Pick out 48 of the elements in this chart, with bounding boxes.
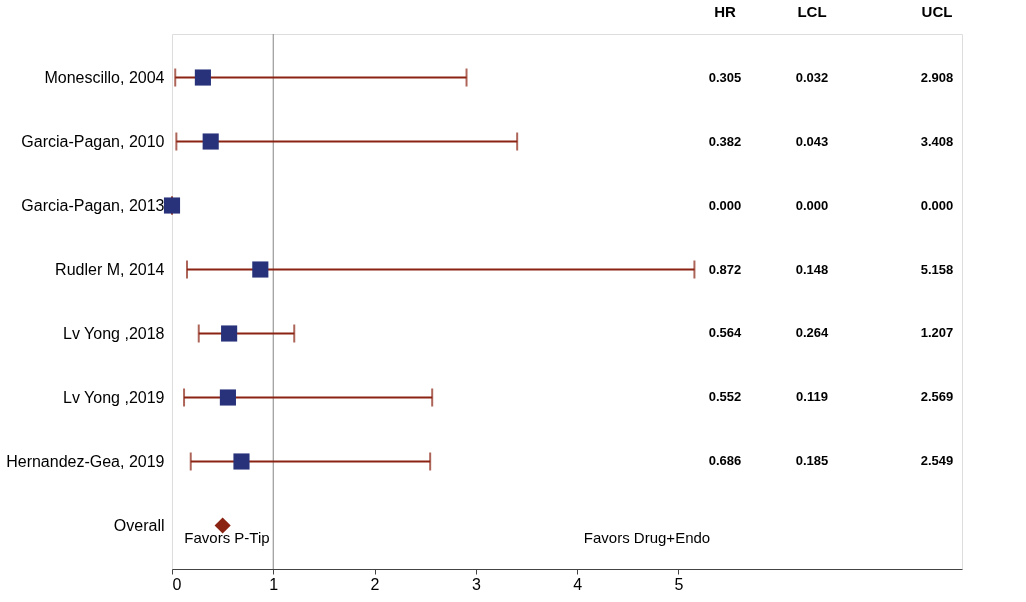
- x-tick-label: 5: [674, 575, 684, 593]
- x-tick-label: 4: [573, 575, 583, 593]
- y-tick-label: Monescillo, 2004: [44, 69, 165, 87]
- point: [194, 69, 211, 86]
- annotation: 0.032: [795, 69, 829, 85]
- annotation: 3.408: [920, 133, 954, 149]
- annotation: 1.207: [920, 325, 954, 341]
- point: [233, 453, 250, 470]
- annotation: 0.686: [708, 453, 742, 469]
- annotation: 0.305: [708, 69, 742, 85]
- annotation: 5.158: [920, 261, 954, 277]
- annotation: 2.569: [920, 389, 954, 405]
- point: [202, 133, 219, 150]
- y-tick-label: Garcia-Pagan, 2010: [21, 133, 165, 151]
- annotation: 0.119: [796, 389, 828, 405]
- y-tick-label: Rudler M, 2014: [55, 261, 165, 278]
- y-tick-label: Garcia-Pagan, 2013: [21, 197, 165, 215]
- y-tick-label: Lv Yong ,2019: [63, 388, 165, 406]
- text: HR: [714, 3, 736, 20]
- text: UCL: [921, 3, 953, 20]
- point: [252, 261, 269, 278]
- x-tick-label: 1: [269, 575, 279, 593]
- x-tick-label: 0: [172, 575, 182, 593]
- annotation: 0.000: [708, 197, 742, 213]
- annotation: 0.185: [795, 453, 829, 469]
- annotation: 0.043: [795, 133, 829, 149]
- annotation: 0.564: [708, 325, 743, 341]
- annotation: 0.148: [795, 261, 829, 277]
- annotation: 0.000: [795, 197, 829, 213]
- annotation: 2.549: [920, 453, 954, 469]
- annotation: 0.000: [920, 197, 954, 213]
- point: [163, 197, 181, 214]
- annotation: Favors Drug+Endo: [583, 529, 711, 546]
- annotation: Favors P-Tip: [184, 529, 270, 546]
- y-tick-label: Hernandez-Gea, 2019: [6, 452, 165, 470]
- text: LCL: [797, 3, 827, 20]
- point: [219, 389, 236, 406]
- point: [214, 517, 231, 534]
- x-tick-label: 2: [370, 575, 380, 593]
- y-tick-label: Lv Yong ,2018: [63, 325, 165, 342]
- y-tick-label: Overall: [113, 516, 165, 534]
- annotation: 0.382: [708, 133, 742, 149]
- annotation: 0.264: [795, 325, 830, 341]
- point: [221, 325, 238, 342]
- x-tick-label: 3: [471, 575, 481, 593]
- annotation: 0.872: [708, 261, 742, 277]
- annotation: 0.552: [708, 389, 742, 405]
- annotation: 2.908: [920, 69, 954, 85]
